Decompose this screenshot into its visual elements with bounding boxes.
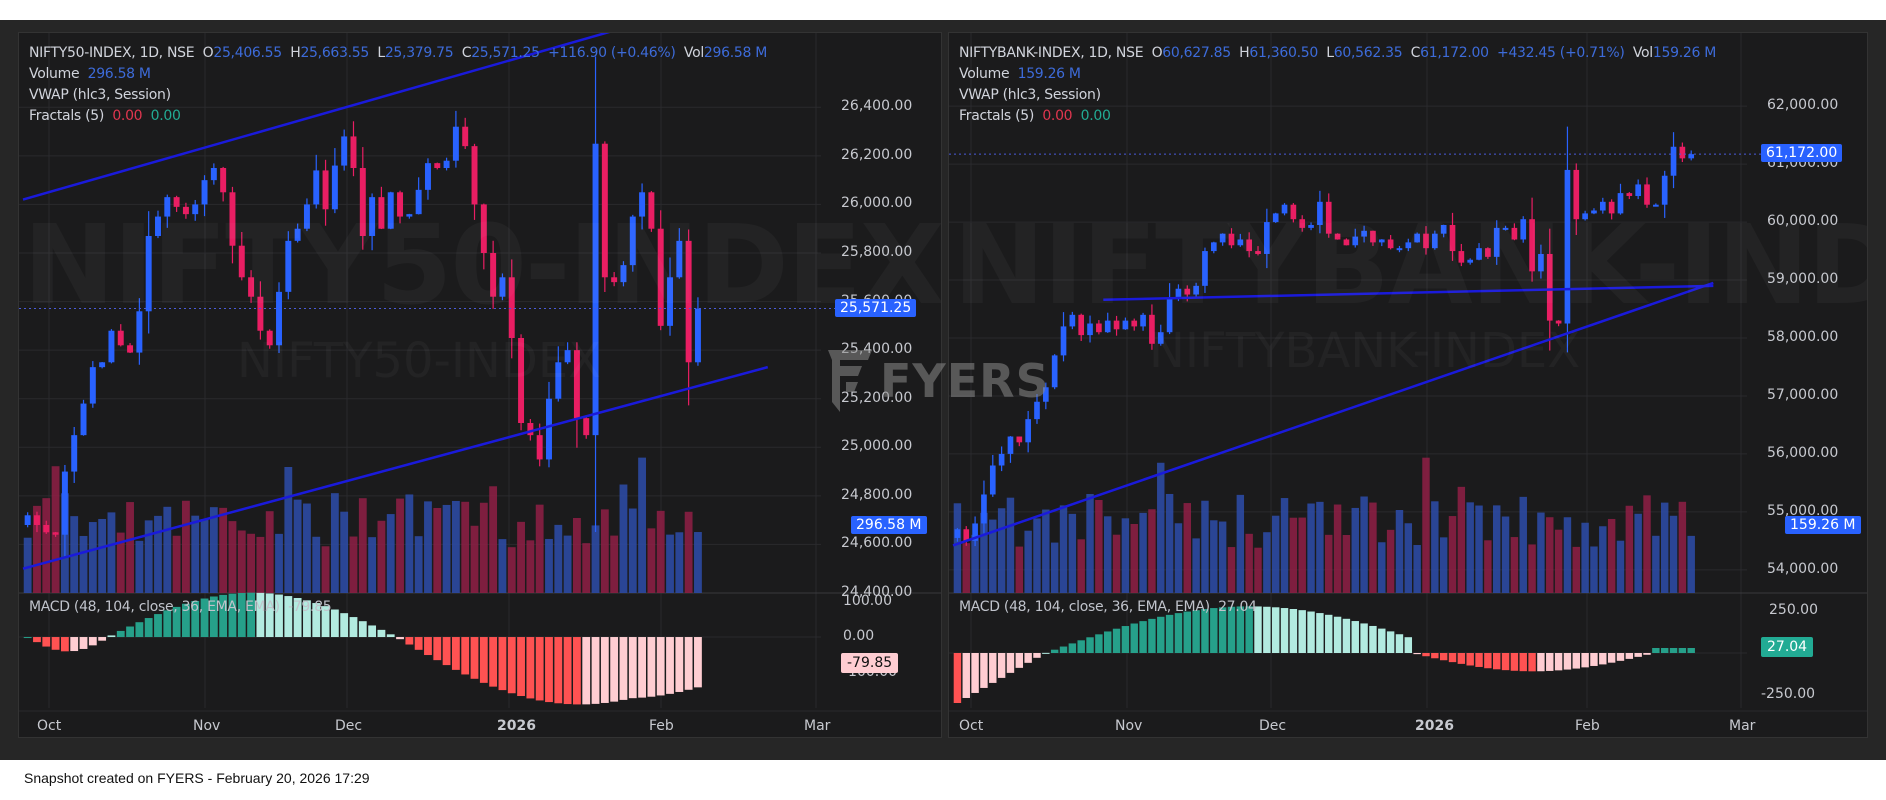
symbol-label[interactable]: NIFTY50-INDEX, 1D, NSE	[29, 45, 195, 61]
price-axis-label: 54,000.00	[1767, 560, 1839, 577]
time-axis-label: Mar	[1729, 718, 1756, 734]
time-axis-label: Dec	[1259, 718, 1287, 734]
volume-indicator-row[interactable]: Volume 296.58 M	[29, 66, 151, 82]
fyers-logo-text: FYERS	[880, 354, 1050, 408]
fractals-indicator-row[interactable]: Fractals (5) 0.00 0.00	[29, 108, 181, 124]
time-axis-label: Nov	[193, 718, 221, 734]
change-value: +432.45 (+0.71%)	[1497, 45, 1625, 61]
last-price-tag: 25,571.25	[835, 298, 917, 317]
nifty50-legend: NIFTY50-INDEX, 1D, NSE O25,406.55 H25,66…	[29, 43, 767, 127]
change-value: +116.90 (+0.46%)	[548, 45, 676, 61]
price-axis-label: 58,000.00	[1767, 329, 1839, 345]
time-axis-label: Dec	[335, 718, 363, 734]
vol-value: 159.26 M	[1652, 45, 1716, 61]
symbol-watermark-small: NIFTYBANK-INDEX	[1149, 323, 1580, 379]
macd-value: -79.85	[288, 599, 332, 615]
price-axis-label: 55,000.00	[1767, 502, 1839, 519]
snapshot-footer: Snapshot created on FYERS - February 20,…	[24, 770, 370, 786]
high-value: 25,663.55	[300, 45, 370, 61]
close-value: 61,172.00	[1420, 45, 1489, 61]
price-axis-label: 24,600.00	[841, 535, 913, 552]
close-value: 25,571.25	[471, 45, 540, 61]
time-axis-label: Feb	[649, 718, 674, 734]
time-axis-label: 2026	[1415, 718, 1454, 734]
nifty50-chart-panel[interactable]: NIFTY50-INDEX, 1D, NSE O25,406.55 H25,66…	[18, 32, 942, 738]
price-axis-label: 24,800.00	[841, 486, 913, 503]
price-axis-label: 56,000.00	[1767, 444, 1839, 461]
symbol-label[interactable]: NIFTYBANK-INDEX, 1D, NSE	[959, 45, 1144, 61]
volume-tag: 159.26 M	[1785, 516, 1861, 534]
vwap-indicator-row[interactable]: VWAP (hlc3, Session)	[29, 87, 171, 103]
macd-legend[interactable]: MACD (48, 104, close, 36, EMA, EMA) 27.0…	[959, 599, 1257, 615]
last-price-tag: 61,172.00	[1761, 144, 1843, 163]
price-axis-label: 59,000.00	[1767, 271, 1839, 288]
macd-value: 27.04	[1218, 599, 1257, 615]
price-axis-label: 60,000.00	[1767, 213, 1839, 230]
price-axis-label: 57,000.00	[1767, 386, 1839, 403]
fyers-logo-icon	[828, 350, 872, 412]
volume-tag: 296.58 M	[851, 516, 927, 534]
price-axis-label: 25,800.00	[841, 244, 913, 260]
price-axis-label: 24,400.00	[841, 584, 913, 600]
open-value: 25,406.55	[213, 45, 282, 61]
price-axis-label: 25,200.00	[841, 389, 913, 406]
symbol-watermark-small: NIFTY50-INDEX	[237, 333, 601, 389]
price-axis-label: 26,400.00	[841, 98, 913, 115]
niftybank-plot[interactable]	[949, 33, 1867, 737]
fyers-logo-watermark: FYERS	[828, 350, 1050, 412]
niftybank-chart-panel[interactable]: NIFTYBANK-INDEX, 1D, NSE O60,627.85 H61,…	[948, 32, 1868, 738]
macd-axis-label: 250.00	[1769, 602, 1818, 619]
symbol-watermark: NIFTY50-INDEX, 1D	[23, 201, 941, 329]
ohlc-row: NIFTYBANK-INDEX, 1D, NSE O60,627.85 H61,…	[959, 45, 1716, 61]
price-axis-label: 26,000.00	[841, 195, 913, 212]
fractals-indicator-row[interactable]: Fractals (5) 0.00 0.00	[959, 108, 1111, 124]
time-axis-label: Mar	[804, 718, 831, 734]
low-value: 25,379.75	[384, 45, 454, 61]
macd-axis-label: -250.00	[1761, 685, 1816, 702]
symbol-watermark: NIFTYBANK-INDEX, 1D	[953, 201, 1867, 329]
ohlc-row: NIFTY50-INDEX, 1D, NSE O25,406.55 H25,66…	[29, 45, 768, 61]
open-value: 60,627.85	[1162, 45, 1231, 61]
time-axis-label: 2026	[497, 718, 536, 734]
macd-axis-label: 0.00	[843, 628, 875, 645]
time-axis-label: Oct	[959, 718, 984, 734]
volume-indicator-row[interactable]: Volume 159.26 M	[959, 66, 1081, 82]
price-axis-label: 25,000.00	[841, 438, 913, 455]
time-axis-label: Nov	[1115, 718, 1143, 734]
low-value: 60,562.35	[1333, 45, 1403, 61]
macd-value-tag: -79.85	[841, 653, 899, 674]
time-axis-label: Oct	[37, 718, 62, 734]
vwap-indicator-row[interactable]: VWAP (hlc3, Session)	[959, 87, 1101, 103]
price-axis-label: 62,000.00	[1767, 97, 1839, 114]
price-axis-label: 26,200.00	[841, 146, 913, 163]
macd-axis-label: 100.00	[843, 592, 892, 609]
vol-value: 296.58 M	[703, 45, 768, 61]
time-axis-label: Feb	[1575, 718, 1600, 734]
macd-legend[interactable]: MACD (48, 104, close, 36, EMA, EMA) -79.…	[29, 599, 332, 615]
nifty50-plot[interactable]	[19, 33, 941, 737]
niftybank-legend: NIFTYBANK-INDEX, 1D, NSE O60,627.85 H61,…	[959, 43, 1716, 127]
macd-value-tag: 27.04	[1761, 636, 1814, 657]
high-value: 61,360.50	[1249, 45, 1318, 61]
